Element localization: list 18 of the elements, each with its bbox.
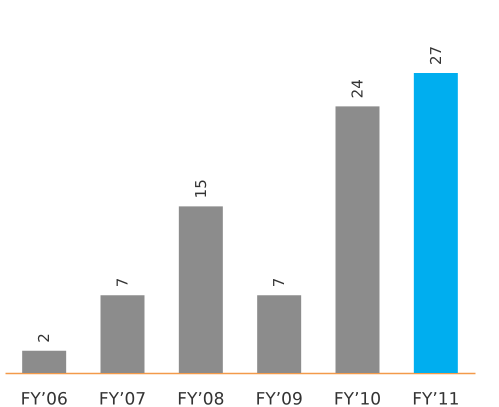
- bar: [22, 350, 66, 373]
- data-label: 7: [270, 278, 288, 288]
- data-label: 24: [348, 79, 366, 98]
- bar: [414, 73, 458, 373]
- bar: [100, 295, 144, 373]
- data-label: 7: [114, 278, 132, 288]
- bar: [336, 106, 380, 373]
- x-tick-label: FY’10: [334, 390, 382, 407]
- data-label: 2: [35, 333, 54, 343]
- bar: [178, 206, 223, 373]
- x-tick-label: FY’09: [256, 390, 303, 407]
- data-label: 27: [426, 46, 445, 65]
- x-tick-label: FY’11: [412, 390, 460, 407]
- data-label: 15: [192, 179, 210, 198]
- bar: [257, 295, 302, 373]
- x-tick-label: FY’07: [98, 390, 146, 407]
- x-tick-label: FY’06: [20, 390, 68, 407]
- x-tick-label: FY’08: [177, 390, 224, 407]
